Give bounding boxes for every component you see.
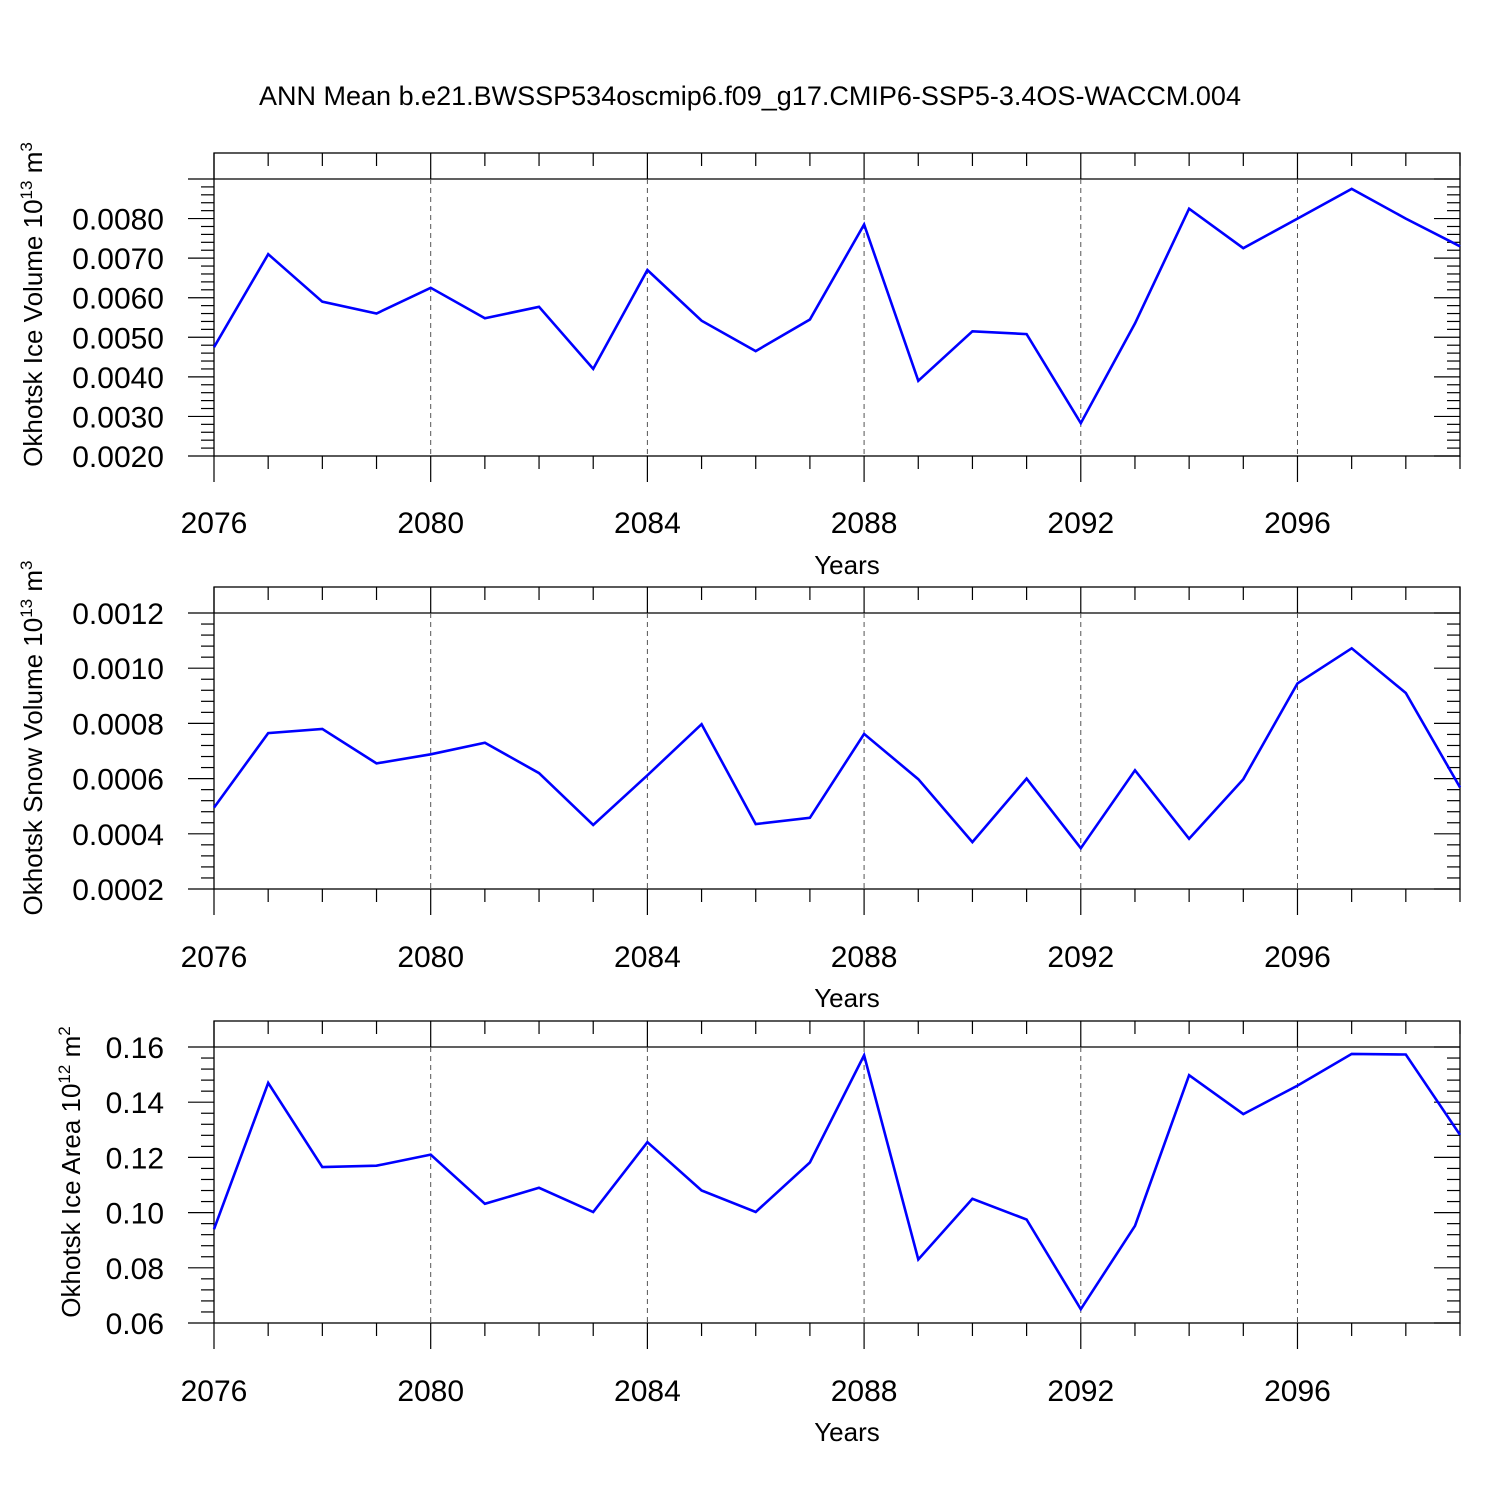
panel-1: 2076 2080 2084 2088 2092 2096 0.0020 0.0030 0.00… [17, 142, 1461, 580]
y-tick-label: 0.06 [106, 1308, 164, 1341]
x-tick-label: 2080 [397, 941, 464, 974]
plot-frame [213, 152, 1461, 457]
panel-2: 2076 2080 2084 2088 2092 2096 0.0002 0.0004 0.00… [17, 561, 1462, 1013]
x-tick-label: 2092 [1047, 941, 1114, 974]
y-tick-label: 0.0004 [72, 819, 164, 852]
y-axis-title: Okhotsk Ice Area 1012 m2 [55, 1026, 86, 1317]
y-axis-title: Okhotsk Ice Volume 1013 m3 [17, 142, 48, 467]
y-tick-label: 0.0030 [72, 401, 164, 434]
x-tick-label: 2092 [1047, 1375, 1114, 1408]
x-tick-label: 2084 [614, 941, 681, 974]
x-tick-label: 2096 [1264, 1375, 1331, 1408]
y-tick-label: 0.0060 [72, 283, 164, 316]
x-tick-label: 2088 [831, 507, 898, 540]
y-tick-label: 0.0002 [72, 874, 164, 907]
y-tick-label: 0.12 [106, 1142, 164, 1175]
x-tick-label: 2076 [181, 507, 248, 540]
y-tick-label: 0.0070 [72, 243, 164, 276]
x-tick-label: 2080 [397, 1375, 464, 1408]
series-line [212, 1051, 1462, 1312]
y-tick-label: 0.0012 [72, 598, 164, 631]
x-axis-title: Years [814, 1417, 880, 1447]
y-tick-label: 0.0080 [72, 204, 164, 237]
y-tick-label: 0.16 [106, 1032, 164, 1065]
x-axis-title: Years [814, 983, 880, 1013]
x-tick-label: 2084 [614, 507, 681, 540]
x-tick-label: 2084 [614, 1375, 681, 1408]
x-tick-label: 2092 [1047, 507, 1114, 540]
x-tick-label: 2088 [831, 1375, 898, 1408]
x-tick-label: 2088 [831, 941, 898, 974]
y-tick-label: 0.0006 [72, 764, 164, 797]
y-tick-label: 0.0010 [72, 653, 164, 686]
panel-3: 2076 2080 2084 2088 2092 2096 0.06 0.08 0.10 0.12… [55, 1020, 1462, 1447]
y-axis-title: Okhotsk Snow Volume 1013 m3 [17, 561, 48, 916]
x-tick-label: 2076 [181, 941, 248, 974]
y-tick-label: 0.14 [106, 1087, 164, 1120]
figure-title: ANN Mean b.e21.BWSSP534oscmip6.f09_g17.C… [259, 81, 1241, 111]
y-tick-label: 0.0020 [72, 441, 164, 474]
y-tick-label: 0.08 [106, 1253, 164, 1286]
y-tick-label: 0.0008 [72, 708, 164, 741]
x-tick-label: 2096 [1264, 941, 1331, 974]
x-tick-label: 2080 [397, 507, 464, 540]
y-tick-label: 0.0040 [72, 362, 164, 395]
series-line [212, 646, 1462, 851]
series-line [212, 187, 1461, 426]
x-axis-title: Years [814, 550, 880, 580]
plot-frame [213, 1020, 1461, 1324]
plot-frame [213, 586, 1461, 890]
y-tick-label: 0.0050 [72, 322, 164, 355]
y-tick-label: 0.10 [106, 1198, 164, 1231]
x-tick-label: 2096 [1264, 507, 1331, 540]
x-tick-label: 2076 [181, 1375, 248, 1408]
